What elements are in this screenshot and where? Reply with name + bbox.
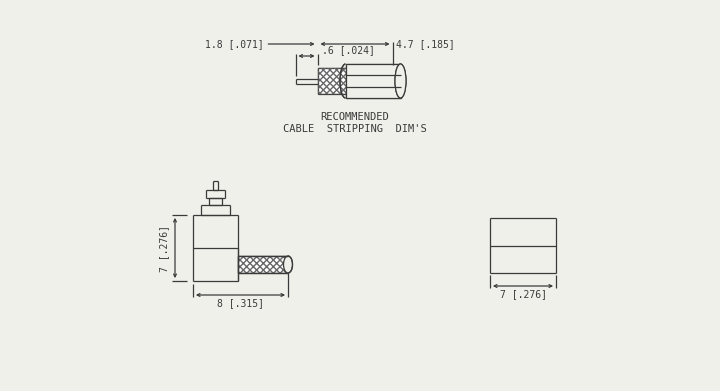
Bar (346, 64, 400, 98)
Bar (318, 68, 392, 94)
Text: 1.8 [.071]: 1.8 [.071] (204, 39, 264, 49)
Bar (346, 64, 400, 98)
Bar (346, 64, 400, 98)
Bar (318, 68, 392, 94)
Ellipse shape (395, 64, 406, 98)
Bar (238, 256, 288, 273)
Bar (318, 68, 392, 94)
Ellipse shape (284, 256, 292, 273)
Text: RECOMMENDED: RECOMMENDED (320, 112, 390, 122)
Text: 4.7 [.185]: 4.7 [.185] (397, 39, 455, 49)
Text: .6 [.024]: .6 [.024] (323, 45, 375, 55)
Ellipse shape (395, 64, 406, 98)
Text: 7 [.276]: 7 [.276] (159, 224, 169, 271)
Text: CABLE  STRIPPING  DIM'S: CABLE STRIPPING DIM'S (283, 124, 427, 134)
Bar (238, 256, 288, 273)
Text: 7 [.276]: 7 [.276] (500, 289, 546, 299)
Text: 8 [.315]: 8 [.315] (217, 298, 264, 308)
